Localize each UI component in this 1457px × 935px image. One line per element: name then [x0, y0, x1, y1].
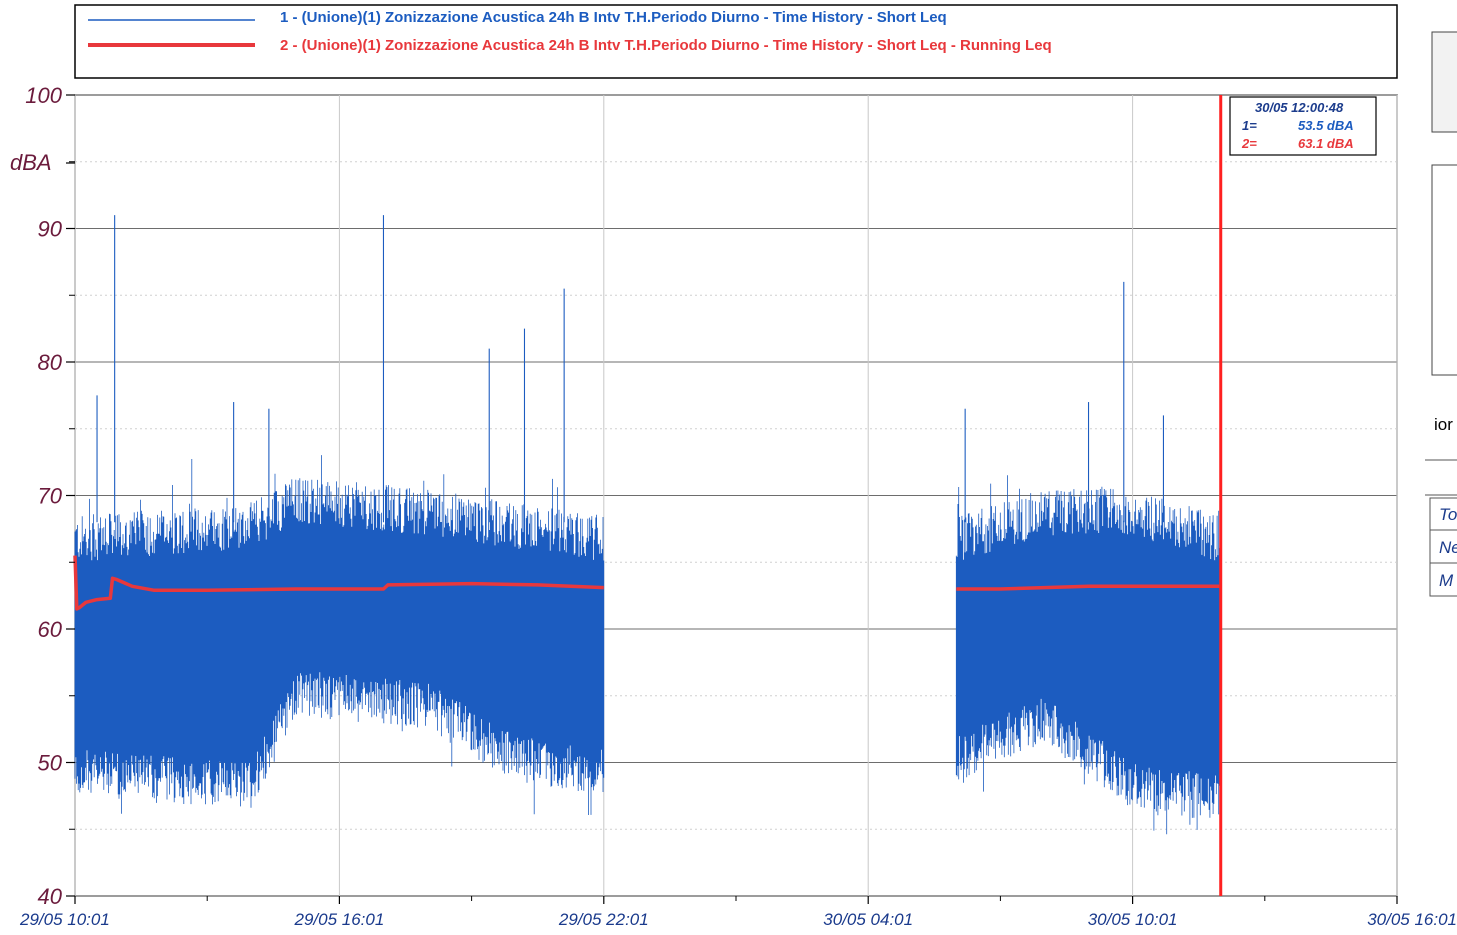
side-panel-box-top: [1431, 31, 1457, 133]
cursor-series2-prefix: 2=: [1241, 136, 1257, 151]
series-2-segment-1: [956, 584, 1221, 591]
x-tick-label-3: 30/05 04:01: [823, 910, 913, 929]
y-tick-label-5: 90: [38, 217, 63, 242]
cursor-series1-value: 53.5 dBA: [1298, 118, 1354, 133]
side-row-1: To: [1439, 505, 1457, 524]
series-running-leq: [73, 555, 1221, 611]
x-tick-label-0: 29/05 10:01: [19, 910, 110, 929]
side-row-3: M: [1439, 571, 1454, 590]
legend-item-2: 2 - (Unione)(1) Zonizzazione Acustica 24…: [280, 37, 1052, 54]
x-axis: 29/05 10:01 29/05 16:01 29/05 22:01 30/05 0…: [19, 896, 1457, 929]
y-axis: 40 50 60 70 80 90 100: [25, 83, 75, 909]
x-tick-label-2: 29/05 22:01: [558, 910, 649, 929]
y-tick-label-2: 60: [38, 617, 63, 642]
legend-box: [74, 4, 1398, 79]
side-row-2: Ne: [1439, 538, 1457, 557]
cursor-series1-prefix: 1=: [1242, 118, 1257, 133]
cursor-series2-value: 63.1 dBA: [1298, 136, 1354, 151]
side-panel-heading: ior: [1434, 415, 1453, 434]
side-panel-box-middle: [1431, 164, 1457, 376]
y-tick-label-1: 50: [38, 751, 63, 776]
y-tick-label-0: 40: [38, 884, 63, 909]
legend-item-1: 1 - (Unione)(1) Zonizzazione Acustica 24…: [280, 9, 947, 26]
x-tick-label-1: 29/05 16:01: [293, 910, 384, 929]
y-tick-label-3: 70: [38, 484, 63, 509]
y-axis-unit-label: dBA: [10, 150, 52, 175]
series-2-segment-0: [73, 555, 604, 611]
series-1-segment-1-noise: [955, 475, 1221, 835]
cursor-time: 30/05 12:00:48: [1255, 100, 1344, 115]
x-tick-label-5: 30/05 16:01: [1367, 910, 1457, 929]
y-tick-label-6: 100: [25, 83, 62, 108]
cursor-readout-box: [1229, 96, 1377, 156]
x-tick-label-4: 30/05 10:01: [1088, 910, 1178, 929]
y-tick-label-4: 80: [38, 350, 63, 375]
side-table: [1429, 497, 1457, 597]
